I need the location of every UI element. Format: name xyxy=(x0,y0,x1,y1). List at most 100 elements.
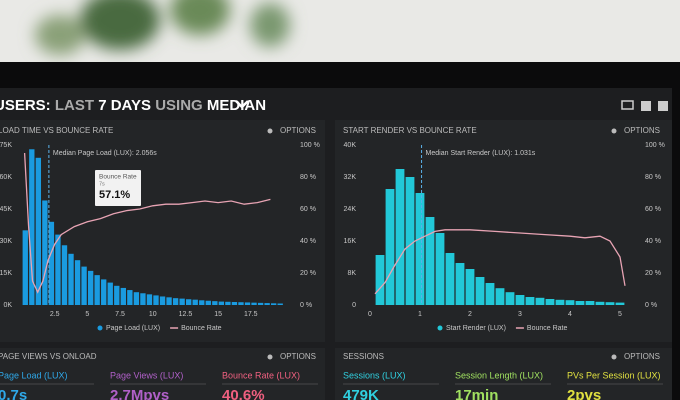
metric-value: 0.7s xyxy=(0,387,27,400)
metric-label: Sessions (LUX) xyxy=(343,370,406,380)
bar xyxy=(244,302,251,305)
metric-label: Bounce Rate (LUX) xyxy=(222,370,300,380)
bar xyxy=(405,177,415,305)
monitor-icon[interactable] xyxy=(621,100,634,110)
options-button[interactable]: OPTIONS xyxy=(280,126,316,135)
bar xyxy=(535,297,545,305)
image-icon[interactable] xyxy=(641,101,651,111)
bar xyxy=(495,288,505,305)
y-tick-label: 32K xyxy=(344,174,357,181)
bar xyxy=(595,301,605,305)
bar xyxy=(192,299,198,305)
bar xyxy=(225,301,231,305)
y-tick-label: 60K xyxy=(0,174,12,181)
x-tick-label: 10 xyxy=(149,311,157,318)
bar xyxy=(264,303,270,305)
y-tick-label: 75K xyxy=(0,142,12,149)
legend-swatch xyxy=(97,325,103,331)
legend-label: Start Render (LUX) xyxy=(446,325,506,332)
bar xyxy=(395,169,405,305)
bar xyxy=(114,285,120,305)
panel-title: SESSIONS xyxy=(343,352,384,361)
legend-label: Page Load (LUX) xyxy=(106,325,160,332)
bar xyxy=(485,283,495,305)
chart-title: LOAD TIME VS BOUNCE RATE xyxy=(0,126,113,135)
options-button[interactable]: OPTIONS xyxy=(280,352,316,361)
x-tick-label: 4 xyxy=(568,311,572,318)
options-icon[interactable] xyxy=(267,354,273,360)
bar xyxy=(465,269,475,305)
export-icon[interactable] xyxy=(658,101,668,111)
bar xyxy=(575,301,585,305)
bar xyxy=(172,298,179,305)
bar xyxy=(505,292,515,305)
bar xyxy=(74,260,81,305)
bar xyxy=(270,303,277,305)
options-button[interactable]: OPTIONS xyxy=(624,352,660,361)
y-tick-label: 30K xyxy=(0,238,12,245)
legend-label: Bounce Rate xyxy=(527,325,568,332)
x-tick-label: 5 xyxy=(618,311,622,318)
y-tick-label: 0 xyxy=(352,302,356,309)
metric-value: 2pvs xyxy=(567,387,601,400)
bar xyxy=(120,287,126,305)
line xyxy=(374,229,626,295)
metric-value: 479K xyxy=(343,387,379,400)
bar xyxy=(251,302,257,305)
metric-label: Session Length (LUX) xyxy=(455,370,543,380)
options-icon[interactable] xyxy=(611,354,617,360)
bar xyxy=(205,300,211,305)
bar xyxy=(415,193,425,305)
y2-tick-label: 80 % xyxy=(300,174,316,181)
bar xyxy=(565,300,575,305)
y-tick-label: 16K xyxy=(344,238,357,245)
y2-tick-label: 20 % xyxy=(300,270,316,277)
bar xyxy=(455,263,465,305)
median-label: Median Start Render (LUX): 1.031s xyxy=(426,150,536,157)
bar xyxy=(212,301,218,305)
bar xyxy=(375,255,385,305)
dropdown-icon[interactable] xyxy=(235,100,249,109)
bar xyxy=(425,217,435,305)
x-tick-label: 12.5 xyxy=(179,311,193,318)
bar xyxy=(445,253,455,305)
bar xyxy=(385,189,395,305)
y2-tick-label: 100 % xyxy=(300,142,320,149)
dashboard-title: USERS: LAST 7 DAYS USING MEDIAN xyxy=(0,97,266,114)
bar xyxy=(585,301,595,305)
y2-tick-label: 40 % xyxy=(300,238,316,245)
title-part: USERS: xyxy=(0,97,51,114)
y2-tick-label: 20 % xyxy=(645,270,661,277)
bar xyxy=(238,302,244,305)
legend-swatch xyxy=(437,325,443,331)
x-tick-label: 2 xyxy=(468,311,472,318)
bar xyxy=(146,294,153,305)
tooltip xyxy=(95,170,141,206)
bar xyxy=(101,279,107,305)
title-part: MEDIAN xyxy=(207,97,266,114)
bar xyxy=(22,230,28,305)
bar xyxy=(153,295,159,305)
x-tick-label: 5 xyxy=(85,311,89,318)
x-tick-label: 15 xyxy=(214,311,222,318)
x-tick-label: 7.5 xyxy=(115,311,125,318)
bar xyxy=(87,270,94,305)
bar xyxy=(140,293,146,305)
options-icon[interactable] xyxy=(611,128,617,134)
bar xyxy=(179,298,185,305)
bar xyxy=(545,299,555,305)
legend-label: Bounce Rate xyxy=(181,325,222,332)
bar xyxy=(55,234,61,305)
x-tick-label: 1 xyxy=(418,311,422,318)
chart-title: START RENDER VS BOUNCE RATE xyxy=(343,126,477,135)
bar xyxy=(42,200,48,305)
median-label: Median Page Load (LUX): 2.056s xyxy=(53,150,157,157)
title-part: USING xyxy=(155,97,203,114)
panel-title: PAGE VIEWS VS ONLOAD xyxy=(0,352,97,361)
options-icon[interactable] xyxy=(267,128,273,134)
metric-value: 2.7Mpvs xyxy=(110,387,169,400)
options-button[interactable]: OPTIONS xyxy=(624,126,660,135)
bar xyxy=(68,253,74,305)
bar xyxy=(127,290,133,305)
title-part: 7 DAYS xyxy=(98,97,151,114)
